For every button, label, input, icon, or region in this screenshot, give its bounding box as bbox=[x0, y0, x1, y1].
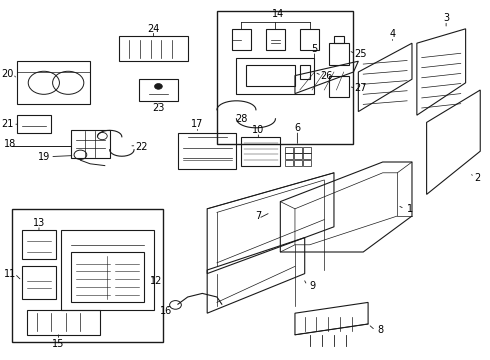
Text: 16: 16 bbox=[160, 306, 172, 316]
Text: 9: 9 bbox=[309, 281, 315, 291]
Text: 2: 2 bbox=[475, 173, 481, 183]
Bar bbox=[285, 147, 293, 153]
Text: 21: 21 bbox=[1, 119, 13, 129]
Text: 28: 28 bbox=[235, 114, 247, 124]
Text: 26: 26 bbox=[320, 71, 333, 81]
Text: 12: 12 bbox=[150, 276, 162, 286]
Text: 20: 20 bbox=[1, 69, 13, 79]
Bar bbox=[294, 153, 302, 159]
Text: 18: 18 bbox=[3, 139, 16, 149]
Text: 1: 1 bbox=[407, 204, 413, 214]
Circle shape bbox=[154, 84, 162, 89]
Bar bbox=[12, 209, 163, 342]
Bar bbox=[303, 153, 311, 159]
Text: 24: 24 bbox=[147, 24, 160, 34]
Text: 7: 7 bbox=[255, 211, 262, 221]
Text: 10: 10 bbox=[252, 125, 265, 135]
Bar bbox=[303, 160, 311, 166]
Text: 23: 23 bbox=[152, 103, 165, 113]
Text: 22: 22 bbox=[135, 142, 147, 152]
Text: 8: 8 bbox=[377, 325, 383, 336]
Bar bbox=[285, 160, 293, 166]
Bar bbox=[294, 147, 302, 153]
Text: 3: 3 bbox=[443, 13, 449, 23]
Text: 27: 27 bbox=[355, 83, 367, 93]
Text: 19: 19 bbox=[38, 152, 50, 162]
Text: 5: 5 bbox=[311, 44, 318, 54]
Bar bbox=[303, 147, 311, 153]
Text: 13: 13 bbox=[33, 218, 45, 228]
Text: 14: 14 bbox=[272, 9, 284, 19]
Bar bbox=[285, 153, 293, 159]
Bar bbox=[217, 11, 353, 144]
Text: 15: 15 bbox=[52, 339, 65, 349]
Text: 11: 11 bbox=[3, 269, 16, 279]
Text: 25: 25 bbox=[355, 49, 367, 59]
Text: 4: 4 bbox=[390, 29, 395, 39]
Bar bbox=[294, 160, 302, 166]
Text: 17: 17 bbox=[191, 119, 204, 129]
Text: 6: 6 bbox=[294, 123, 300, 133]
